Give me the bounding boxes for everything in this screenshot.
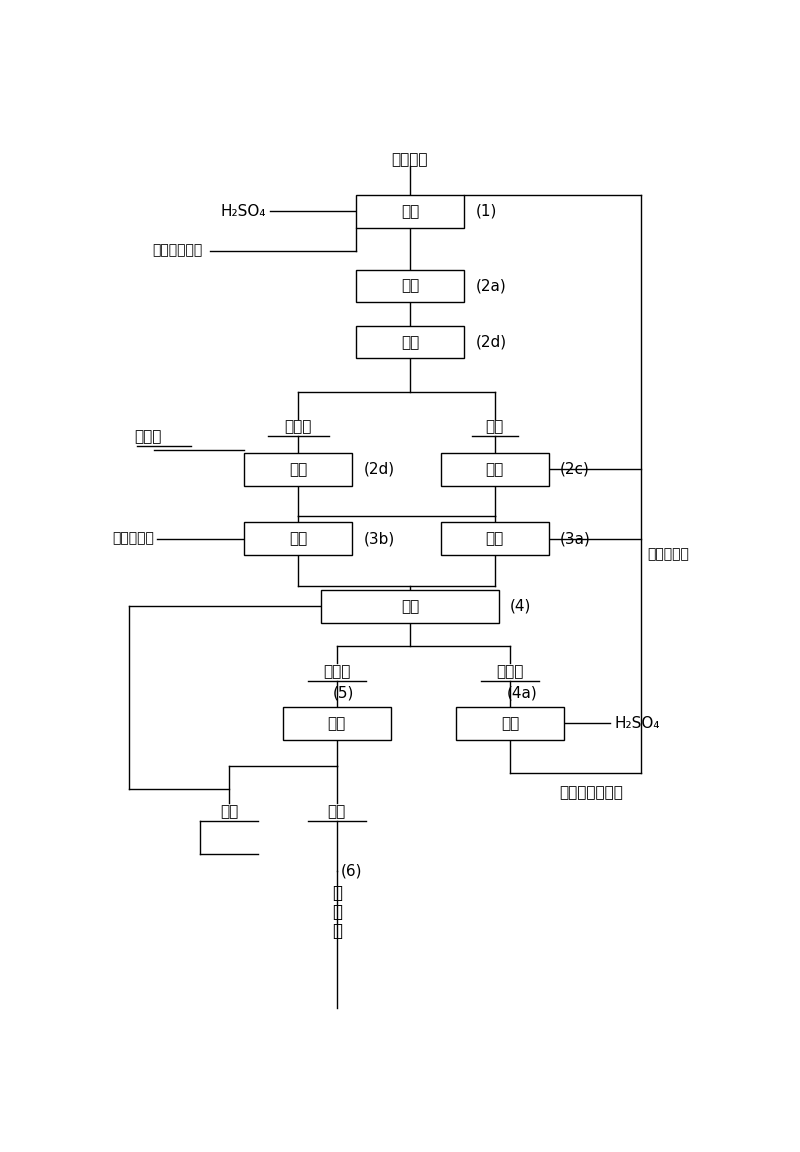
Text: 萃取液返回: 萃取液返回: [647, 547, 689, 561]
Text: (1): (1): [475, 204, 497, 219]
Text: 反萃物: 反萃物: [323, 665, 350, 680]
Text: (4): (4): [510, 599, 531, 614]
Text: 反萃: 反萃: [401, 599, 419, 614]
Bar: [283, 707, 390, 740]
Text: 萃取液排放: 萃取液排放: [113, 531, 154, 546]
Bar: [456, 707, 564, 740]
Text: (6): (6): [341, 864, 362, 879]
Text: (2c): (2c): [560, 462, 590, 477]
Text: 下: 下: [332, 903, 342, 922]
Text: 萃取: 萃取: [290, 531, 307, 546]
Text: (3a): (3a): [560, 531, 591, 546]
Text: 钨钢钢渣: 钨钢钢渣: [392, 152, 428, 167]
Text: 过滤: 过滤: [401, 335, 419, 350]
Text: 过滤: 过滤: [328, 715, 346, 730]
Bar: [356, 270, 464, 302]
Text: 萃取: 萃取: [486, 531, 504, 546]
Text: (5): (5): [333, 685, 354, 700]
Text: 有机相循环使用: 有机相循环使用: [559, 785, 623, 799]
Text: 母液: 母液: [486, 419, 504, 434]
Text: 酸化: 酸化: [501, 715, 519, 730]
Text: (2a): (2a): [475, 279, 506, 294]
Text: 滤饼: 滤饼: [328, 804, 346, 819]
Text: 接: 接: [332, 884, 342, 902]
Bar: [245, 523, 352, 555]
Text: H₂SO₄: H₂SO₄: [221, 204, 266, 219]
Text: (2d): (2d): [364, 462, 395, 477]
Text: 浸后钨钢钢渣: 浸后钨钢钢渣: [152, 244, 202, 258]
Text: 稀释: 稀释: [486, 462, 504, 477]
Text: 浸取: 浸取: [401, 204, 419, 219]
Text: 碱液: 碱液: [220, 804, 238, 819]
Text: 沉钛: 沉钛: [401, 279, 419, 294]
Text: 有机相: 有机相: [497, 665, 524, 680]
Text: (3b): (3b): [364, 531, 395, 546]
Text: 结晶物: 结晶物: [285, 419, 312, 434]
Text: 溶解: 溶解: [290, 462, 307, 477]
Bar: [322, 590, 498, 622]
Bar: [356, 195, 464, 228]
Text: (4a): (4a): [506, 685, 537, 700]
Text: 页: 页: [332, 923, 342, 940]
Text: (2d): (2d): [475, 335, 506, 350]
Bar: [441, 453, 549, 485]
Text: H₂SO₄: H₂SO₄: [614, 715, 659, 730]
Bar: [356, 326, 464, 358]
Text: 洗渣水: 洗渣水: [134, 429, 162, 444]
Bar: [245, 453, 352, 485]
Bar: [441, 523, 549, 555]
